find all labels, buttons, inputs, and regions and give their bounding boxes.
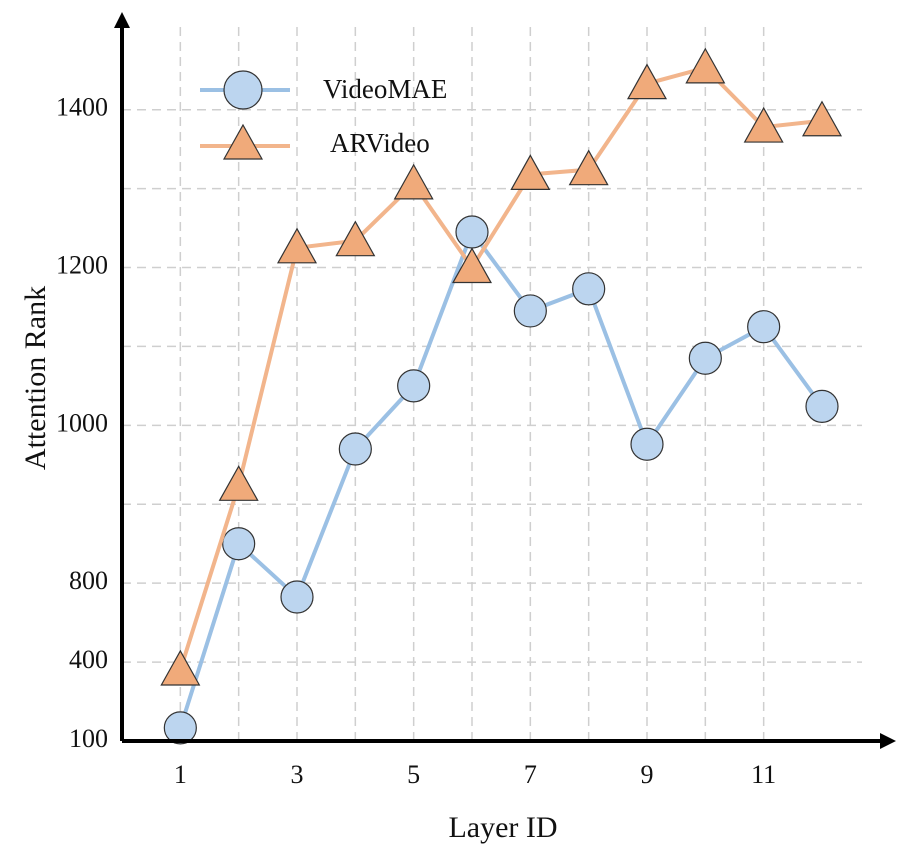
data-point [276,227,318,264]
data-point [805,389,839,424]
series-line [178,227,824,729]
data-point [626,63,668,100]
y-tick-label: 800 [69,566,108,595]
data-point [338,432,372,466]
data-point [688,341,722,375]
data-point [743,106,784,143]
data-point [513,294,547,328]
legend-label: ARVideo [330,128,430,158]
grid [122,25,862,742]
legend-marker [222,123,264,160]
data-point [222,527,256,561]
plot-area [160,47,843,745]
legend-marker [223,70,263,110]
data-point [630,427,664,461]
x-axis-title: Layer ID [448,811,557,844]
y-tick-label: 1200 [56,250,108,279]
x-tick-label: 7 [524,760,537,789]
data-point [160,649,201,686]
data-point [397,369,431,403]
data-point [393,163,434,200]
x-axis-arrow [880,733,896,749]
data-point [451,247,493,284]
data-point [572,272,606,306]
data-point [335,220,376,257]
y-axis-arrow [114,12,130,28]
data-point [280,580,314,614]
data-point [218,465,259,501]
data-point [510,154,551,191]
legend: VideoMAE ARVideo [200,70,447,160]
legend-label: VideoMAE [323,74,447,104]
x-tick-label: 5 [407,760,420,789]
y-tick-label: 400 [69,645,108,674]
data-point [747,310,781,344]
x-tick-label: 1 [174,760,187,789]
x-tick-label: 11 [751,760,776,789]
y-axis-title: Attention Rank [19,286,52,470]
data-point [568,149,609,186]
x-tick-label: 9 [641,760,654,789]
y-tick-label: 1000 [56,408,108,437]
data-point [163,711,197,745]
data-point [685,47,726,84]
x-tick-label: 3 [291,760,304,789]
data-point [801,100,843,137]
y-tick-label: 100 [69,724,108,753]
y-tick-label: 1400 [56,93,108,122]
data-point [455,215,489,249]
